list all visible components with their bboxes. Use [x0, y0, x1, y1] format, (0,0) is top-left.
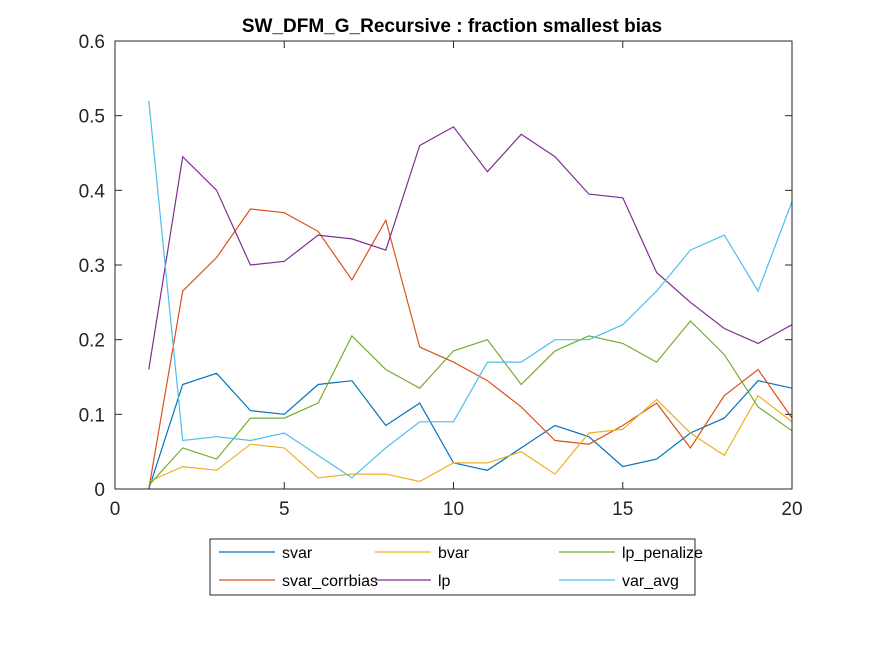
y-tick-label: 0.1 [79, 405, 105, 426]
legend-label-lp: lp [438, 573, 451, 590]
series-line-svar [148, 372, 792, 489]
legend: svar bvar lp_penalize svar_corrbias lp var_av… [209, 538, 703, 596]
y-tick-label: 0.2 [79, 331, 105, 352]
x-tick-label: 20 [781, 499, 802, 520]
plot-area [148, 100, 792, 489]
legend-box [209, 538, 696, 596]
legend-label-bvar: bvar [438, 545, 470, 562]
axes: 0 5 10 15 20 0 0.1 0.2 0.3 0.4 0.5 0.6 [79, 32, 803, 520]
legend-label-svar: svar [282, 545, 313, 562]
y-tick-label: 0 [94, 480, 105, 501]
series-line-bvar [148, 394, 792, 483]
x-tick-label: 5 [279, 499, 290, 520]
chart-title: SW_DFM_G_Recursive : fraction smallest b… [242, 16, 662, 37]
series-line-lp [148, 126, 792, 370]
series-line-var-avg [148, 100, 792, 479]
x-tick-label: 15 [612, 499, 633, 520]
series-line-svar-corrbias [148, 208, 792, 489]
y-tick-label: 0.5 [79, 107, 105, 128]
x-tick-label: 10 [443, 499, 464, 520]
y-tick-label: 0.4 [79, 181, 106, 202]
legend-label-svar-corrbias: svar_corrbias [282, 573, 378, 590]
x-tick-label: 0 [110, 499, 121, 520]
y-tick-label: 0.3 [79, 256, 105, 277]
series-line-lp-penalize [148, 320, 792, 486]
legend-label-lp-penalize: lp_penalize [622, 545, 703, 562]
y-tick-label: 0.6 [79, 32, 105, 53]
legend-label-var-avg: var_avg [622, 573, 679, 590]
